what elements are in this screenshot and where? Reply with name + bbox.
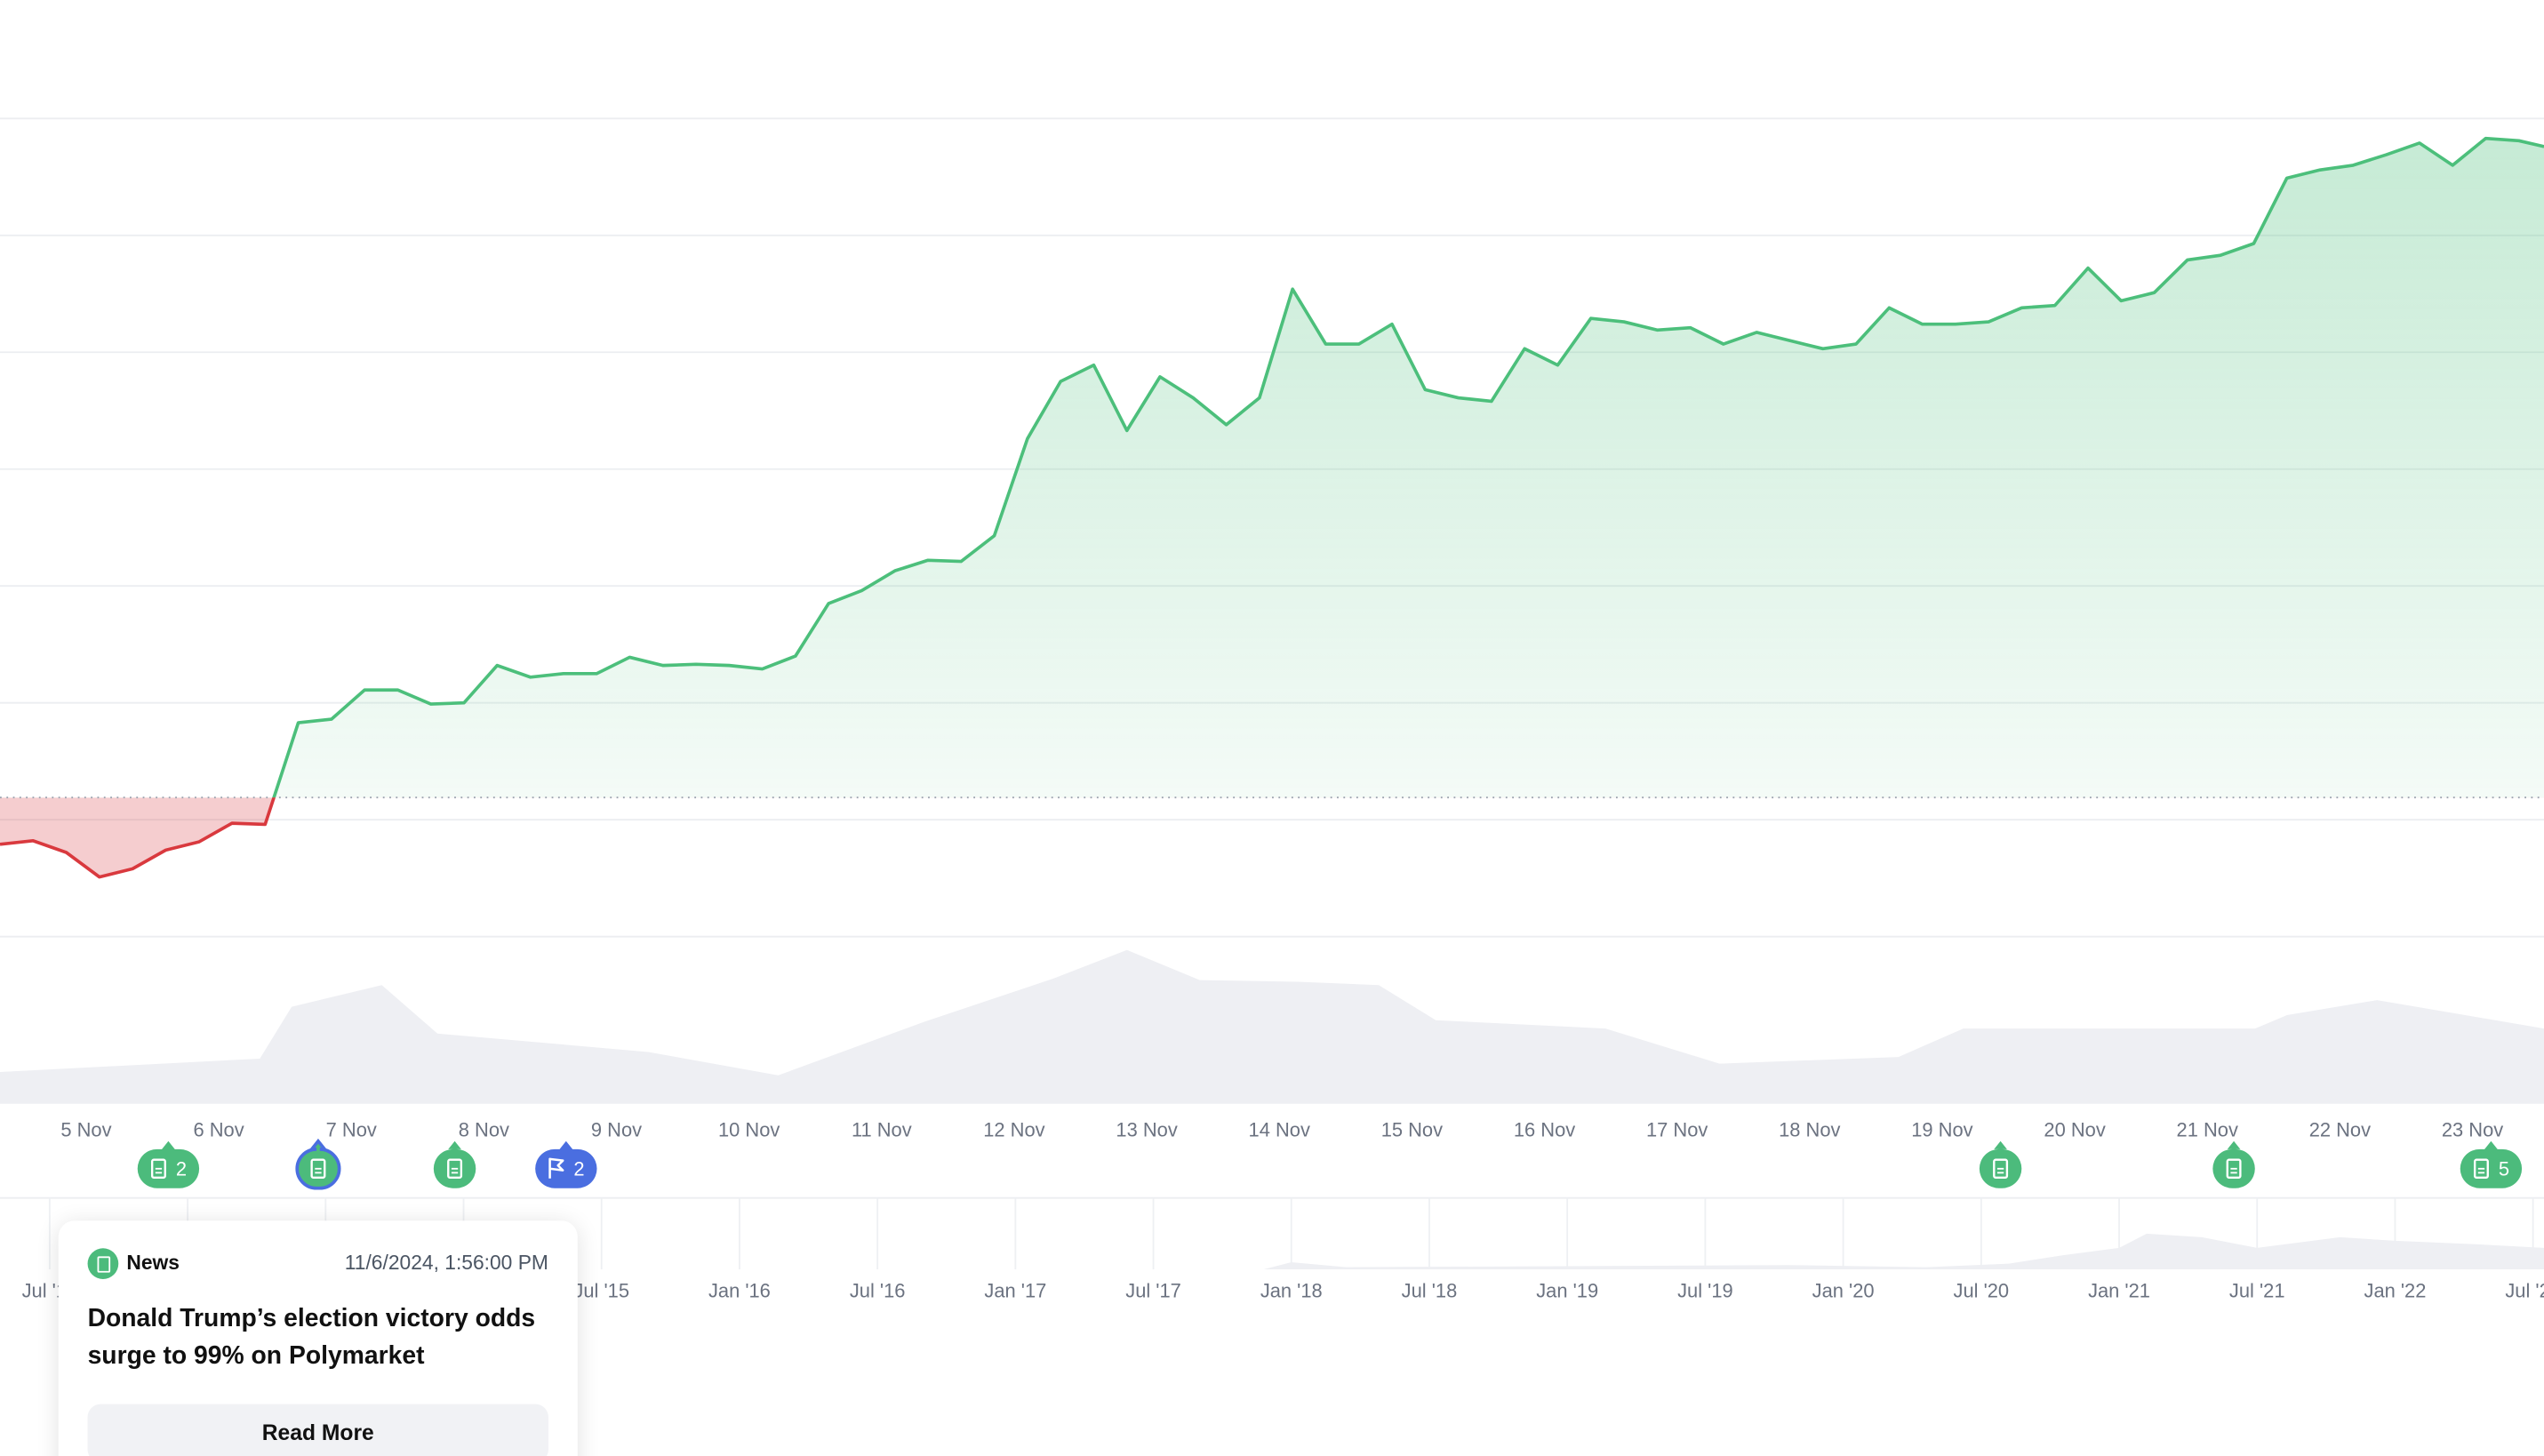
navigator-tick-label: Jul '18	[1402, 1279, 1458, 1301]
x-tick-label: 9 Nov	[591, 1119, 642, 1141]
x-tick-label: 19 Nov	[1911, 1119, 1972, 1141]
navigator-area	[0, 1233, 2544, 1270]
event-marker[interactable]	[433, 1140, 476, 1188]
marker-body	[2460, 1140, 2523, 1188]
navigator-tick-label: Jan '21	[2088, 1279, 2150, 1301]
event-marker[interactable]: 5	[2460, 1140, 2523, 1188]
news-icon	[150, 1158, 166, 1180]
x-tick-label: 11 Nov	[852, 1119, 912, 1141]
news-icon	[2473, 1158, 2489, 1180]
price-area-down	[0, 797, 275, 877]
marker-body	[295, 1138, 341, 1190]
navigator-tick-label: Jan '17	[984, 1279, 1046, 1301]
navigator-tick-label: Jan '16	[708, 1279, 771, 1301]
x-tick-label: 10 Nov	[718, 1119, 780, 1141]
x-tick-label: 21 Nov	[2177, 1119, 2238, 1141]
news-icon	[447, 1158, 463, 1180]
marker-body	[137, 1140, 200, 1188]
navigator-tick-label: Jul '19	[1677, 1279, 1733, 1301]
x-tick-label: 14 Nov	[1249, 1119, 1310, 1141]
event-marker[interactable]	[1979, 1140, 2022, 1188]
x-tick-label: 23 Nov	[2442, 1119, 2503, 1141]
news-icon	[2226, 1158, 2242, 1180]
navigator-tick-label: Jan '18	[1260, 1279, 1323, 1301]
price-line-up	[272, 136, 2544, 798]
event-marker[interactable]: 2	[535, 1140, 597, 1188]
news-icon	[1993, 1158, 2009, 1180]
x-tick-label: 13 Nov	[1116, 1119, 1177, 1141]
navigator-tick-label: Jul '17	[1125, 1279, 1181, 1301]
news-icon	[310, 1158, 326, 1180]
news-icon	[87, 1248, 119, 1279]
x-tick-label: 15 Nov	[1381, 1119, 1443, 1141]
marker-count: 2	[573, 1157, 584, 1180]
volume-area	[0, 949, 2544, 1104]
x-tick-label: 12 Nov	[983, 1119, 1044, 1141]
x-tick-label: 8 Nov	[459, 1119, 509, 1141]
navigator-tick-label: Jul '21	[2229, 1279, 2285, 1301]
navigator-tick-label: Jan '22	[2364, 1279, 2426, 1301]
x-tick-label: 6 Nov	[193, 1119, 244, 1141]
tooltip-headline: Donald Trump’s election victory odds sur…	[87, 1305, 536, 1371]
navigator-tick-label: Jan '20	[1812, 1279, 1875, 1301]
navigator-tick-label: Jul '22	[2505, 1279, 2544, 1301]
x-tick-label: 7 Nov	[326, 1119, 377, 1141]
x-tick-label: 5 Nov	[60, 1119, 111, 1141]
marker-count: 2	[176, 1157, 187, 1180]
x-tick-label: 17 Nov	[1646, 1119, 1708, 1141]
x-tick-label: 20 Nov	[2044, 1119, 2105, 1141]
navigator-tick-label: Jul '20	[1954, 1279, 2010, 1301]
event-marker[interactable]	[2212, 1140, 2255, 1188]
marker-body	[2212, 1140, 2255, 1188]
flag-icon	[548, 1157, 564, 1179]
x-tick-label: 16 Nov	[1514, 1119, 1575, 1141]
tooltip: News 11/6/2024, 1:56:00 PM Donald Trump’…	[58, 1220, 578, 1456]
event-marker[interactable]	[295, 1138, 341, 1190]
marker-body	[1979, 1140, 2022, 1188]
marker-body	[535, 1140, 597, 1188]
event-marker[interactable]: 2	[137, 1140, 200, 1188]
navigator-tick-label: Jul '15	[573, 1279, 629, 1301]
x-tick-label: 22 Nov	[2309, 1119, 2371, 1141]
x-tick-label: 18 Nov	[1779, 1119, 1840, 1141]
price-area-up	[0, 138, 2544, 798]
marker-body	[433, 1140, 476, 1188]
navigator-tick-label: Jul '16	[850, 1279, 906, 1301]
tooltip-category: News	[126, 1251, 180, 1275]
tooltip-time: 11/6/2024, 1:56:00 PM	[344, 1251, 548, 1275]
navigator-tick-label: Jan '19	[1536, 1279, 1598, 1301]
read-more-button[interactable]: Read More	[87, 1404, 548, 1456]
marker-count: 5	[2499, 1157, 2509, 1180]
